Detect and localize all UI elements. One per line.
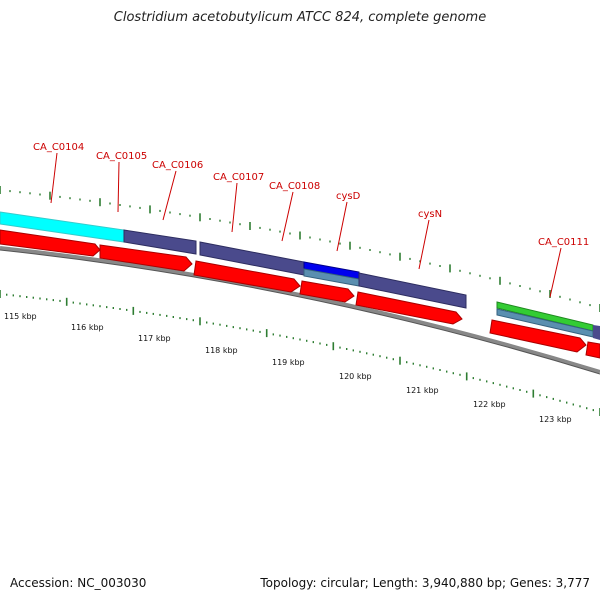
leader-cysd <box>336 201 348 252</box>
gene-label: CA_C0106 <box>152 160 203 171</box>
scale-tick-row <box>0 290 600 416</box>
genome-summary-text: Topology: circular; Length: 3,940,880 bp… <box>260 576 590 590</box>
leader-cysn <box>418 219 430 270</box>
genome-backbone-shadow <box>0 249 600 375</box>
gene-label: CA_C0108 <box>269 181 320 192</box>
outer-tick-row <box>0 186 600 312</box>
scale-label: 119 kbp <box>272 358 305 367</box>
scale-label: 116 kbp <box>71 323 104 332</box>
scale-label: 121 kbp <box>406 386 439 395</box>
scale-label: 115 kbp <box>4 312 37 321</box>
cds-arrow-1 <box>0 229 101 257</box>
cds-arrow-5 <box>355 291 463 325</box>
leader-ca-c0107 <box>231 182 238 233</box>
cds-arrow-4 <box>299 280 355 303</box>
leader-ca-c0104 <box>50 152 58 204</box>
cds-arrow-7 <box>585 341 600 359</box>
accession-text: Accession: NC_003030 <box>10 576 147 590</box>
gene-labels: CA_C0104 CA_C0105 CA_C0106 CA_C0107 CA_C… <box>33 142 589 248</box>
gene-label: cysN <box>418 209 442 220</box>
leader-ca-c0111 <box>549 247 562 298</box>
gene-label: CA_C0104 <box>33 142 84 153</box>
gene-label: CA_C0105 <box>96 151 147 162</box>
genome-backbone <box>0 246 600 374</box>
feature-purple-segment-1 <box>123 229 197 255</box>
scale-label: 118 kbp <box>205 346 238 355</box>
map-title: Clostridium acetobutylicum ATCC 824, com… <box>113 10 487 25</box>
cds-arrow-6 <box>489 319 587 353</box>
gene-label: cysD <box>336 191 361 202</box>
gene-label-leaders <box>50 152 562 298</box>
scale-label: 123 kbp <box>539 415 572 424</box>
feature-purple-segment-4 <box>593 325 600 340</box>
scale-label: 117 kbp <box>138 334 171 343</box>
leader-ca-c0106 <box>162 170 177 221</box>
cds-arrow-2 <box>99 244 193 272</box>
scale-label: 122 kbp <box>473 400 506 409</box>
gene-label: CA_C0111 <box>538 237 589 248</box>
leader-ca-c0108 <box>281 191 294 242</box>
scale-label: 120 kbp <box>339 372 372 381</box>
cds-arrow-3 <box>193 260 301 293</box>
feature-purple-segment-3 <box>358 272 467 309</box>
scale-labels: 115 kbp 116 kbp 117 kbp 118 kbp 119 kbp … <box>4 312 572 424</box>
leader-ca-c0105 <box>117 161 120 213</box>
gene-label: CA_C0107 <box>213 172 264 183</box>
